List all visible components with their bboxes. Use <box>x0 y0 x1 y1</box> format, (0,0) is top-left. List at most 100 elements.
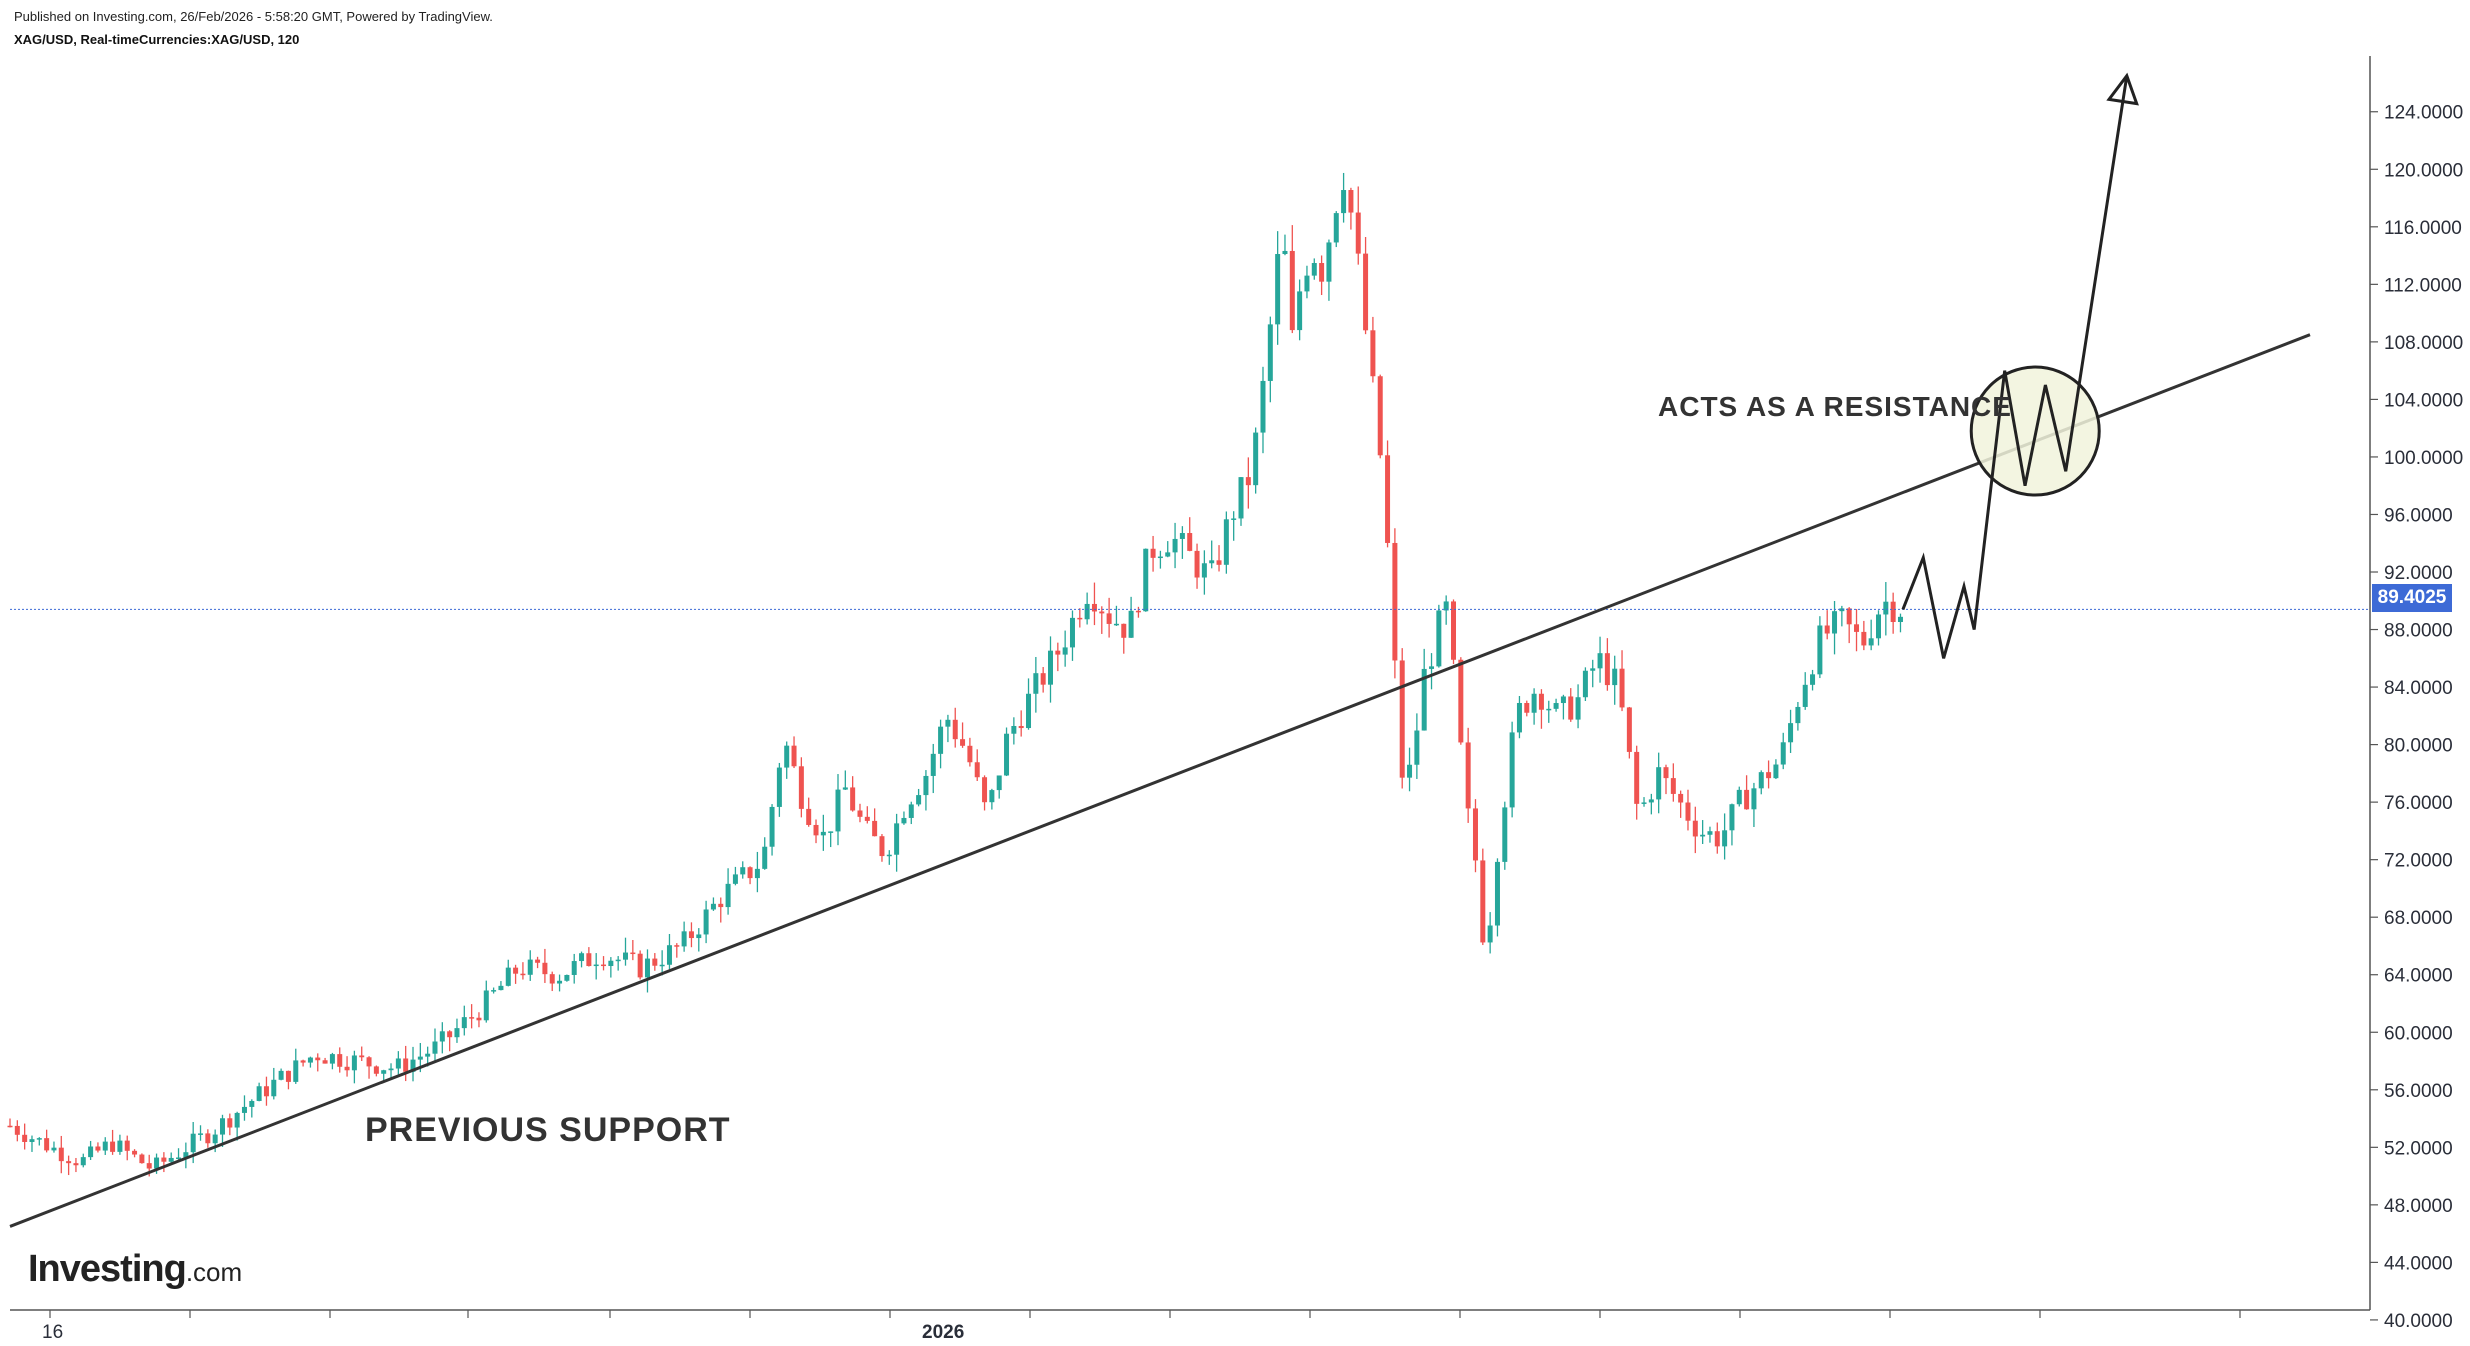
candle-body <box>557 980 563 984</box>
candle <box>1209 540 1215 569</box>
candle-body <box>1875 614 1881 639</box>
candle-body <box>1634 751 1640 804</box>
candle-body <box>1553 703 1559 709</box>
candle <box>1744 775 1750 810</box>
candle-body <box>1472 808 1478 861</box>
candle <box>161 1152 167 1173</box>
candle <box>652 953 658 971</box>
candle <box>7 1118 13 1128</box>
candle-body <box>1897 616 1903 623</box>
candle <box>1011 717 1017 745</box>
candle <box>300 1059 306 1067</box>
candle <box>285 1070 291 1090</box>
candle-body <box>1824 625 1830 634</box>
candle-body <box>234 1112 240 1128</box>
candle <box>1187 517 1193 552</box>
candle <box>1414 713 1420 779</box>
candle-body <box>1487 925 1493 943</box>
candle-body <box>1077 617 1083 620</box>
candle-body <box>1736 789 1742 805</box>
candle-body <box>337 1054 343 1067</box>
candle <box>1670 763 1676 802</box>
candle <box>1465 727 1471 823</box>
candle <box>1553 698 1559 712</box>
candle-body <box>381 1070 387 1074</box>
candle <box>469 1004 475 1029</box>
candle-body <box>1223 519 1229 565</box>
candle <box>1722 813 1728 860</box>
candle <box>102 1137 108 1155</box>
candle <box>1582 667 1588 702</box>
candle-body <box>80 1157 86 1166</box>
candle-body <box>1399 660 1405 778</box>
candle-body <box>1670 778 1676 794</box>
candle <box>1157 550 1163 569</box>
candle-body <box>1883 601 1889 615</box>
candle-body <box>908 804 914 818</box>
candle <box>205 1129 211 1148</box>
candle <box>1172 522 1178 569</box>
candle <box>1363 236 1369 335</box>
candle-body <box>1238 477 1244 519</box>
candle <box>1890 592 1896 634</box>
candle <box>842 770 848 790</box>
candle <box>1099 606 1105 634</box>
candle-body <box>967 745 973 763</box>
candle <box>710 897 716 911</box>
candle-body <box>271 1079 277 1097</box>
candle <box>1451 599 1457 665</box>
candle-body <box>747 867 753 879</box>
candle <box>1619 650 1625 712</box>
candle-body <box>1370 330 1376 377</box>
candle-body <box>1854 624 1860 632</box>
candle-body <box>601 964 607 967</box>
candle-body <box>58 1147 64 1162</box>
candle-body <box>798 766 804 809</box>
time-tick-label: 16 <box>42 1322 63 1343</box>
candle-body <box>615 959 621 962</box>
candle-body <box>1773 764 1779 779</box>
candle-body <box>1795 706 1801 724</box>
candle-body <box>344 1066 350 1071</box>
candle-body <box>183 1152 189 1158</box>
candle <box>498 981 504 991</box>
candle-body <box>1275 254 1281 325</box>
candle <box>1443 595 1449 625</box>
candle-body <box>1685 802 1691 821</box>
candle <box>1341 172 1347 223</box>
candle-body <box>366 1057 372 1067</box>
candle-body <box>1744 789 1750 810</box>
candle <box>798 757 804 818</box>
candle <box>51 1141 57 1153</box>
candle <box>938 719 944 769</box>
candle <box>1033 656 1039 713</box>
candle <box>1077 608 1083 628</box>
candle <box>1707 826 1713 843</box>
candle <box>696 928 702 952</box>
candle <box>344 1056 350 1077</box>
candle-body <box>857 810 863 817</box>
candle-body <box>7 1125 13 1128</box>
candle <box>1165 541 1171 558</box>
candle <box>857 803 863 823</box>
candle-body <box>454 1028 460 1038</box>
candle-body <box>681 931 687 947</box>
candle-body <box>1004 733 1010 776</box>
candle-body <box>1253 432 1259 486</box>
candle <box>1355 186 1361 265</box>
candle <box>615 956 621 971</box>
candle-body <box>1179 533 1185 539</box>
candle-body <box>593 964 599 967</box>
candle-body <box>322 1060 328 1064</box>
candle <box>293 1048 299 1084</box>
candle-body <box>1443 601 1449 611</box>
candle <box>1297 279 1303 341</box>
candle-body <box>476 1017 482 1021</box>
candle-body <box>1333 213 1339 243</box>
candle-body <box>520 973 526 976</box>
candle-body <box>1407 764 1413 778</box>
candle <box>1267 316 1273 403</box>
candle <box>1062 630 1068 667</box>
candle <box>461 1005 467 1036</box>
candle-body <box>989 790 995 803</box>
